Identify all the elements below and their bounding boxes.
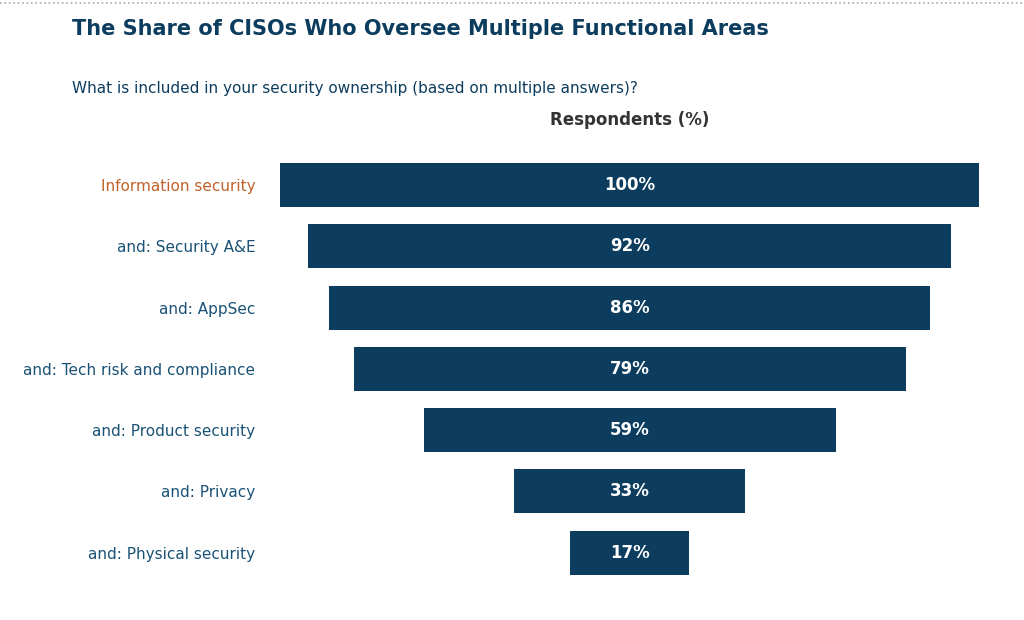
Text: Respondents (%): Respondents (%) [550, 111, 710, 129]
Text: 92%: 92% [610, 237, 649, 255]
Bar [281, 163, 979, 207]
Text: 86%: 86% [610, 299, 649, 317]
Bar [570, 531, 689, 575]
Bar [514, 469, 745, 513]
Bar [329, 286, 931, 330]
Bar [308, 224, 951, 268]
Bar [353, 347, 906, 391]
Text: 79%: 79% [610, 360, 649, 378]
Text: What is included in your security ownership (based on multiple answers)?: What is included in your security owners… [72, 81, 638, 95]
Bar [424, 408, 836, 452]
Text: The Share of CISOs Who Oversee Multiple Functional Areas: The Share of CISOs Who Oversee Multiple … [72, 19, 769, 38]
Text: 17%: 17% [610, 544, 649, 562]
Text: 59%: 59% [610, 421, 649, 439]
Text: 33%: 33% [610, 482, 649, 500]
Text: 100%: 100% [604, 176, 655, 194]
